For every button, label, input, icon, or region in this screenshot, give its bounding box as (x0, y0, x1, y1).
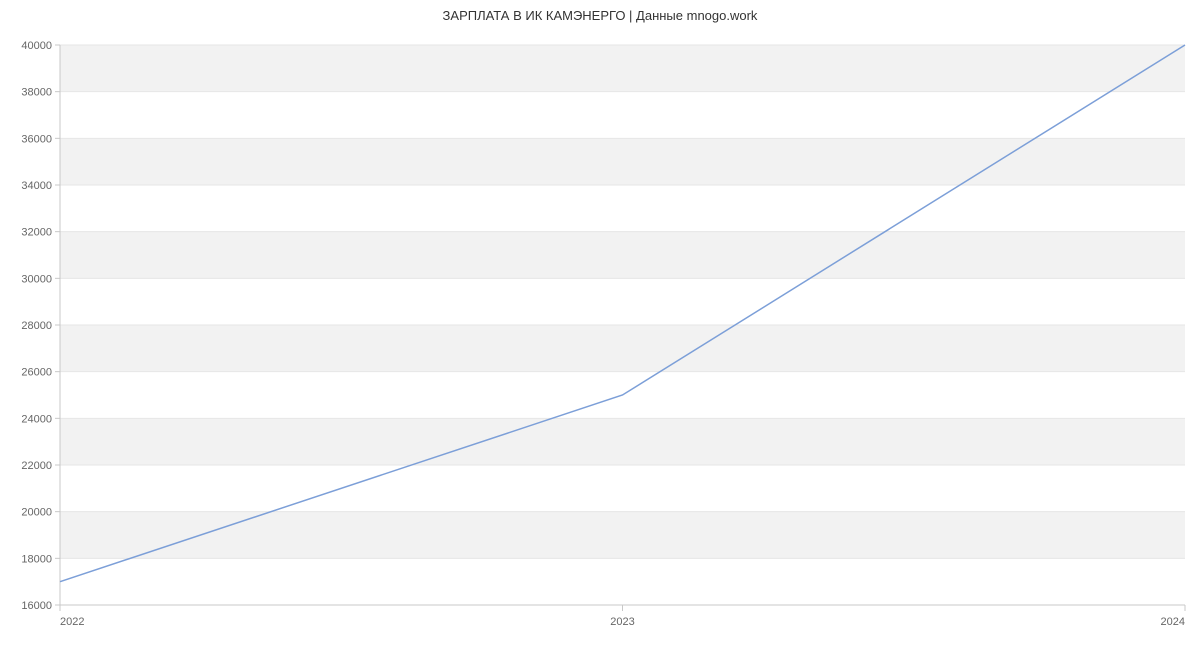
grid-band (60, 232, 1185, 279)
y-tick-label: 34000 (21, 180, 52, 192)
y-tick-label: 28000 (21, 320, 52, 332)
grid-band (60, 418, 1185, 465)
y-tick-label: 30000 (21, 273, 52, 285)
chart-title: ЗАРПЛАТА В ИК КАМЭНЕРГО | Данные mnogo.w… (0, 8, 1200, 23)
chart-container: ЗАРПЛАТА В ИК КАМЭНЕРГО | Данные mnogo.w… (0, 0, 1200, 650)
x-tick-label: 2022 (60, 616, 84, 628)
y-tick-label: 16000 (21, 600, 52, 612)
y-tick-label: 22000 (21, 460, 52, 472)
y-tick-label: 18000 (21, 553, 52, 565)
y-tick-label: 32000 (21, 227, 52, 239)
x-tick-label: 2023 (610, 616, 634, 628)
line-chart: 16000 18000 20000 22000 24000 26000 28000 30000… (0, 0, 1200, 650)
y-tick-label: 24000 (21, 413, 52, 425)
y-tick-label: 38000 (21, 87, 52, 99)
y-tick-label: 26000 (21, 367, 52, 379)
x-tick-label: 2024 (1161, 616, 1185, 628)
grid-band (60, 325, 1185, 372)
y-tick-label: 40000 (21, 40, 52, 52)
y-tick-label: 36000 (21, 133, 52, 145)
grid-band (60, 512, 1185, 559)
y-tick-label: 20000 (21, 507, 52, 519)
series-salary (60, 45, 1185, 582)
grid-band (60, 138, 1185, 185)
grid-band (60, 45, 1185, 92)
